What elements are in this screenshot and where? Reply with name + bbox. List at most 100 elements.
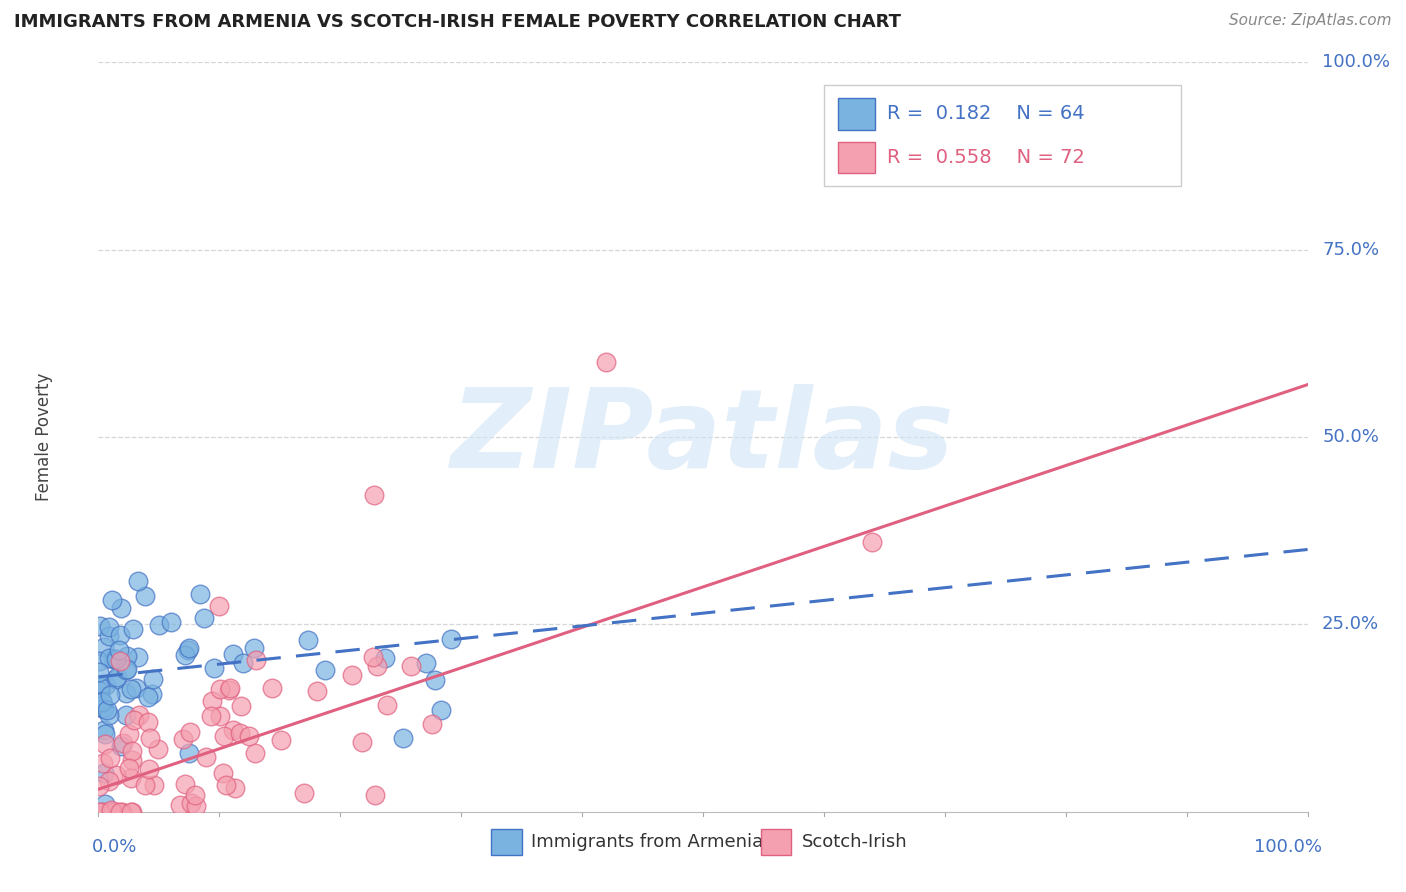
Point: [229, 698, 252, 713]
Point: [93, 723, 115, 737]
Point: [120, 682, 142, 697]
Point: [177, 643, 200, 657]
Point: [177, 640, 200, 655]
Point: [108, 654, 131, 668]
Point: [121, 744, 143, 758]
Point: [93, 702, 115, 716]
Point: [229, 725, 252, 739]
Point: [110, 601, 132, 615]
Point: [208, 682, 231, 697]
Point: [93, 766, 115, 780]
Point: [374, 651, 396, 665]
Point: [120, 805, 142, 819]
Point: [115, 662, 138, 676]
Point: [105, 805, 128, 819]
Point: [93, 756, 115, 770]
Point: [142, 672, 165, 686]
Point: [101, 651, 124, 665]
Point: [174, 648, 197, 662]
Point: [100, 803, 122, 817]
Point: [122, 622, 145, 636]
Point: [363, 650, 385, 665]
Point: [89, 681, 111, 695]
Point: [115, 686, 138, 700]
Text: 50.0%: 50.0%: [1322, 428, 1379, 446]
Point: [87, 654, 110, 668]
FancyBboxPatch shape: [492, 829, 522, 855]
Point: [314, 663, 336, 677]
Point: [169, 797, 191, 812]
Point: [297, 633, 319, 648]
Point: [118, 761, 141, 775]
Point: [260, 681, 283, 695]
Point: [124, 714, 146, 728]
Point: [292, 786, 315, 800]
Text: R =  0.558    N = 72: R = 0.558 N = 72: [887, 148, 1084, 167]
Point: [89, 684, 111, 698]
Point: [860, 535, 883, 549]
Text: 100.0%: 100.0%: [1254, 838, 1322, 856]
Point: [211, 766, 233, 780]
Point: [305, 684, 328, 698]
Point: [89, 805, 111, 819]
Text: ZIPatlas: ZIPatlas: [451, 384, 955, 491]
Point: [98, 688, 121, 702]
Point: [118, 727, 141, 741]
Point: [127, 649, 149, 664]
Point: [97, 651, 120, 665]
Point: [115, 707, 138, 722]
Point: [218, 683, 240, 698]
Point: [363, 488, 385, 502]
Point: [179, 746, 201, 760]
Point: [87, 779, 110, 793]
Point: [98, 629, 121, 643]
Point: [104, 672, 127, 686]
Point: [91, 695, 114, 709]
Point: [364, 788, 387, 802]
Text: 100.0%: 100.0%: [1322, 54, 1391, 71]
Point: [115, 649, 138, 664]
Point: [91, 700, 114, 714]
Point: [138, 762, 160, 776]
Point: [89, 665, 111, 679]
Point: [440, 632, 463, 647]
Point: [134, 589, 156, 603]
Point: [90, 694, 112, 708]
Point: [128, 707, 150, 722]
Point: [101, 593, 124, 607]
Text: Female Poverty: Female Poverty: [35, 373, 53, 501]
Point: [222, 723, 245, 737]
Point: [180, 796, 202, 810]
Point: [375, 698, 398, 713]
Point: [392, 731, 415, 746]
Point: [120, 771, 142, 785]
FancyBboxPatch shape: [761, 829, 792, 855]
Point: [94, 737, 117, 751]
Point: [110, 739, 132, 753]
Text: Source: ZipAtlas.com: Source: ZipAtlas.com: [1229, 13, 1392, 29]
Point: [340, 668, 363, 682]
Point: [429, 703, 451, 717]
Text: Scotch-Irish: Scotch-Irish: [803, 833, 908, 851]
Point: [105, 768, 128, 782]
Point: [148, 618, 170, 632]
Point: [238, 730, 260, 744]
Point: [141, 688, 163, 702]
Point: [423, 673, 446, 688]
Point: [232, 656, 254, 670]
Point: [142, 778, 165, 792]
Point: [108, 805, 131, 819]
Point: [186, 798, 208, 813]
Point: [110, 805, 132, 819]
Point: [134, 778, 156, 792]
Point: [183, 788, 205, 802]
Point: [98, 805, 121, 819]
Point: [121, 805, 143, 819]
Point: [399, 658, 422, 673]
Point: [188, 587, 211, 601]
Point: [160, 615, 183, 629]
Point: [97, 620, 120, 634]
Point: [174, 777, 197, 791]
Point: [93, 640, 115, 654]
Text: 25.0%: 25.0%: [1322, 615, 1379, 633]
